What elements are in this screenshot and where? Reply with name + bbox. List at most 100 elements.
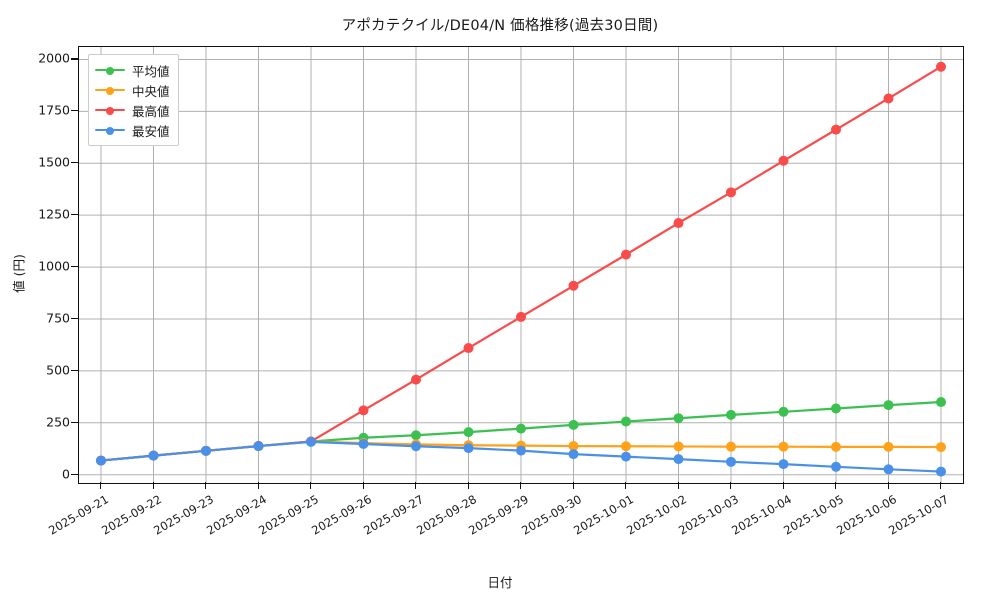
series-marker [726,441,736,452]
y-tick-mark [71,421,78,423]
legend-swatch-icon [95,103,125,117]
x-tick-mark [100,482,102,489]
series-marker [936,397,946,408]
series-marker [883,93,894,104]
x-tick-mark [677,482,679,489]
series-marker [306,436,316,447]
series-marker [411,441,421,452]
y-tick-mark [71,266,78,268]
series-marker [358,438,369,449]
data-series-layer [96,61,946,477]
legend-label: 最高値 [132,103,170,119]
legend-swatch-icon [95,83,125,97]
x-tick-mark [730,482,732,489]
y-tick-label: 1250 [38,206,70,222]
series-marker [96,455,106,466]
x-tick-mark [887,482,889,489]
series-marker [936,61,946,72]
series-marker [621,451,631,462]
legend-swatch-icon [95,123,125,137]
series-marker [831,403,841,414]
series-marker [936,466,946,477]
y-tick-mark [71,58,78,60]
y-tick-mark [71,162,78,164]
legend-label: 中央値 [132,83,170,99]
legend-label: 平均値 [132,63,170,79]
y-tick-label: 1500 [38,154,70,170]
series-marker [936,442,946,453]
series-marker [726,456,736,467]
legend-item[interactable]: 最安値 [95,120,170,140]
series-marker [831,124,841,135]
legend-marker-dot [106,106,114,115]
x-tick-mark [520,482,522,489]
series-marker [621,416,631,427]
series-marker [568,280,579,291]
x-tick-label: 2025-10-07 [886,492,951,538]
series-marker [621,249,631,260]
series-marker [253,441,264,452]
series-marker [568,449,579,460]
legend-item[interactable]: 平均値 [95,60,170,80]
series-marker [831,461,841,472]
series-marker [463,443,474,454]
y-tick-mark [71,369,78,371]
x-tick-mark [205,482,207,489]
y-tick-label: 1750 [38,102,70,118]
chart-legend: 平均値中央値最高値最安値 [88,54,179,146]
y-axis-ticks: 0 250 500 750 1000 1250 1500 1750 2000 [0,46,78,482]
y-tick-mark [71,110,78,112]
series-marker [568,419,579,430]
series-marker [726,409,736,420]
y-tick-mark [71,317,78,320]
series-marker [411,430,421,441]
x-tick-mark [625,482,627,489]
x-tick-mark [835,482,837,489]
series-line [99,65,943,462]
series-marker [831,441,841,452]
series-marker [673,218,684,229]
legend-item[interactable]: 中央値 [95,80,170,100]
series-marker [621,441,631,452]
series-marker [411,374,421,385]
plot-area [78,46,964,484]
y-tick-label: 750 [46,310,70,326]
series-marker [673,441,684,452]
x-tick-mark [257,482,259,489]
series-marker [726,187,736,198]
y-tick-label: 250 [46,414,70,430]
x-axis-ticks: 2025-09-21 2025-09-22 2025-09-23 2025-09-24… [46,482,962,582]
series-marker [883,464,894,475]
x-axis-label: 日付 [487,575,513,590]
series-marker [148,450,159,461]
legend-item[interactable]: 最高値 [95,100,170,120]
y-tick-label: 2000 [38,50,70,66]
legend-marker-dot [106,66,114,75]
series-marker [463,343,474,354]
series-marker [201,445,211,456]
series-marker [778,406,789,417]
x-tick-mark [572,482,574,489]
series-marker [516,311,526,322]
legend-label: 最安値 [132,123,170,139]
series-marker [778,459,789,470]
data-series [96,61,946,466]
series-marker [568,441,579,452]
series-marker [883,400,894,411]
x-tick-mark [152,482,154,489]
legend-swatch-icon [95,63,125,77]
series-marker [673,413,684,424]
series-marker [883,441,894,452]
y-tick-label: 1000 [38,258,70,274]
series-marker [516,445,526,456]
x-tick-mark [467,482,469,489]
series-marker [463,427,474,438]
data-series [96,436,946,477]
x-tick-mark [362,482,364,489]
chart-title: アポカテクイル/DE04/N 価格推移(過去30日間) [341,18,659,34]
series-marker [778,155,789,166]
y-tick-mark [71,473,78,475]
x-tick-mark [940,482,942,489]
x-tick-mark [782,482,784,489]
